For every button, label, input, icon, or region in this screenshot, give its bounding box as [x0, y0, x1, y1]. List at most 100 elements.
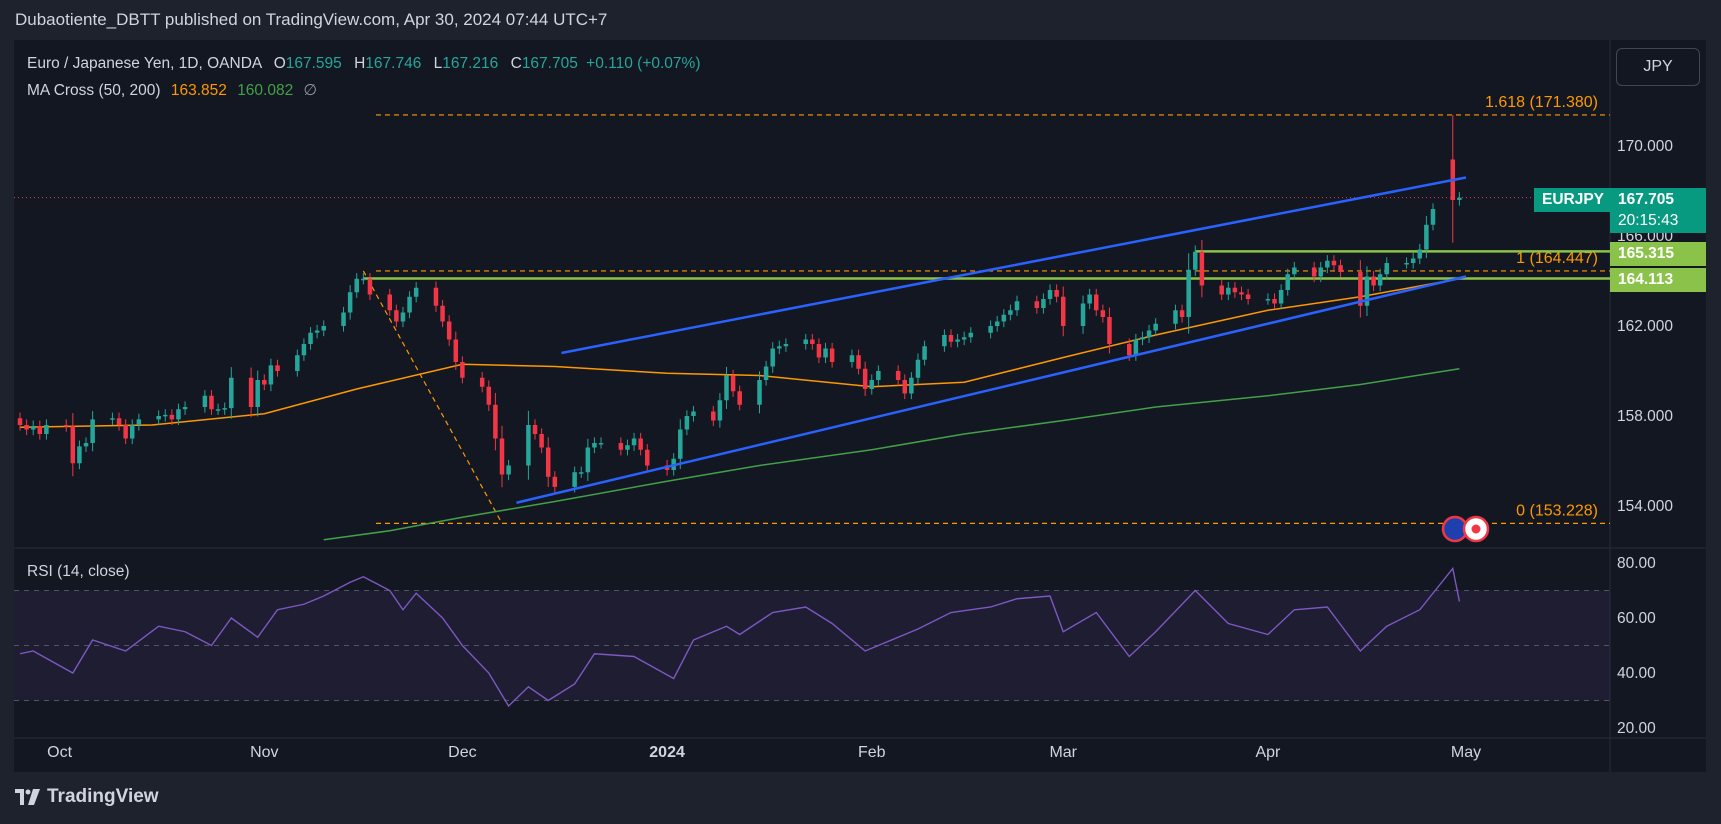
level-a-tag: 165.315 [1610, 242, 1706, 266]
channel-lower-line [516, 275, 1467, 504]
candle-body [968, 332, 974, 338]
candle-body [77, 446, 82, 464]
candle-body [823, 348, 828, 358]
high-value: 167.746 [365, 55, 422, 72]
candle-body [202, 395, 208, 407]
candle-body [862, 368, 868, 389]
candle-body [1377, 274, 1383, 286]
candle-body [526, 425, 531, 466]
price-tick-label: 154.000 [1617, 498, 1673, 515]
candle-body [17, 418, 23, 425]
candle-body [479, 377, 485, 387]
candle-body [446, 321, 452, 340]
candle-body [1054, 290, 1059, 297]
candle-body [1080, 303, 1086, 326]
candle-body [1193, 251, 1198, 270]
candle-body [1278, 290, 1284, 304]
ma200-line [323, 368, 1460, 541]
time-tick-label: Mar [1049, 744, 1077, 761]
time-tick-label: 2024 [649, 744, 685, 761]
candle-body [532, 425, 538, 434]
symbol-name: Euro / Japanese Yen, 1D, OANDA [27, 55, 262, 72]
candle-body [1087, 294, 1092, 304]
symbol-tag: EURJPY [1534, 188, 1613, 212]
candle-body [1457, 197, 1462, 200]
candle-body [1153, 323, 1158, 331]
candle-body [394, 310, 399, 322]
candle-body [295, 355, 300, 371]
rsi-band [14, 590, 1610, 701]
candle-body [30, 426, 36, 430]
candle-body [988, 326, 993, 333]
candle-body [63, 425, 69, 427]
open-label: O [273, 55, 286, 72]
symbol-legend: Euro / Japanese Yen, 1D, OANDA O167.595 … [27, 55, 700, 73]
time-tick-label: Apr [1255, 744, 1281, 761]
candle-body [1358, 272, 1363, 306]
candle-body [948, 335, 954, 342]
currency-button[interactable]: JPY [1616, 48, 1700, 86]
candle-body [1384, 263, 1390, 275]
candle-body [684, 416, 690, 430]
time-tick-label: Oct [47, 744, 72, 761]
candle-body [849, 355, 855, 362]
candle-body [942, 335, 947, 347]
candle-body [499, 438, 505, 475]
candle-body [1239, 292, 1244, 295]
candle-body [136, 419, 142, 425]
candle-body [1417, 249, 1423, 259]
candle-body [308, 332, 313, 344]
low-value: 167.216 [442, 55, 499, 72]
candle-body [433, 287, 439, 306]
candle-body [572, 472, 577, 487]
footer: TradingView [15, 786, 159, 808]
candle-body [757, 380, 762, 405]
candle-body [1093, 294, 1099, 311]
candle-body [810, 339, 815, 344]
candle-body [994, 321, 1000, 326]
candle-body [229, 377, 234, 409]
candle-body [83, 443, 89, 447]
ma-hidden-icon[interactable]: ∅ [303, 82, 318, 99]
low-label: L [433, 55, 443, 72]
candle-body [1232, 287, 1238, 293]
brand-name: TradingView [47, 786, 159, 807]
candle-body [1034, 301, 1040, 308]
candle-body [955, 339, 960, 342]
candle-body [1318, 267, 1323, 277]
candle-body [770, 348, 775, 367]
candle-body [1245, 294, 1251, 299]
ma200-value: 160.082 [237, 82, 294, 99]
candle-body [803, 339, 808, 344]
candle-body [275, 365, 280, 371]
candle-body [783, 344, 789, 347]
candle-body [922, 346, 927, 360]
fib-level-label: 0 (153.228) [1516, 502, 1598, 519]
candle-body [314, 330, 320, 333]
candle-body [678, 429, 683, 459]
candle-body [387, 294, 393, 311]
candle-body [869, 380, 875, 389]
candle-body [440, 305, 445, 322]
candle-body [645, 449, 650, 466]
candle-body [598, 443, 604, 445]
candle-body [182, 407, 188, 410]
candle-body [347, 292, 353, 313]
candle-body [486, 386, 492, 405]
candle-body [691, 411, 696, 416]
candle-body [341, 312, 346, 326]
candle-body [777, 346, 782, 349]
publication-header: Dubaotiente_DBTT published on TradingVie… [15, 10, 608, 29]
candle-body [1133, 339, 1139, 356]
candle-body [44, 425, 49, 434]
candle-body [1060, 296, 1066, 326]
candle-body [156, 416, 161, 420]
candle-body [116, 418, 122, 425]
candle-body [129, 425, 135, 439]
candle-body [354, 278, 359, 293]
candle-body [618, 443, 624, 450]
candle-body [1179, 310, 1185, 317]
candle-body [915, 359, 921, 378]
candle-body [902, 380, 908, 394]
